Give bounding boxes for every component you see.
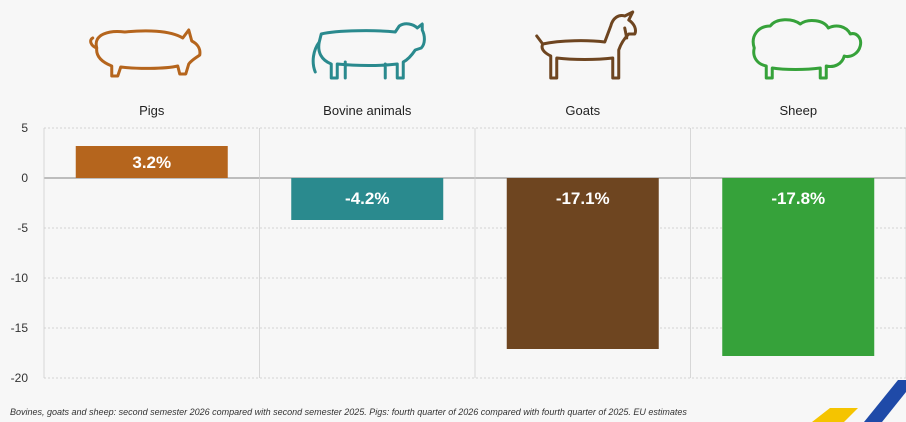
sheep-icon-outline [751,18,863,80]
y-tick-label: -15 [11,321,29,335]
goat-icon [535,10,637,80]
goat-icon-outline [535,10,637,80]
bar-sheep [722,178,875,356]
y-tick-label: -5 [17,221,28,235]
sheep-icon [751,18,863,80]
bar-goats [506,178,659,349]
y-tick-label: 5 [21,121,28,135]
corner-decoration [812,380,906,422]
category-label: Goats [565,103,600,118]
cow-icon-outline [311,22,426,80]
corner-blue-shape [864,380,906,422]
y-tick-label: -10 [11,271,29,285]
cow-icon [311,22,426,80]
y-tick-label: -20 [11,371,29,385]
category-labels: Pigs Bovine animals Goats Sheep [139,103,817,118]
data-label: 3.2% [132,153,171,172]
bars [75,146,875,356]
corner-yellow-shape [812,408,858,422]
bar-pigs [75,146,228,178]
category-label: Pigs [139,103,165,118]
data-label: -17.1% [556,189,610,208]
y-tick-label: 0 [21,171,28,185]
data-label: -4.2% [345,189,389,208]
category-label: Sheep [779,103,817,118]
icon-row [89,10,863,80]
footnote: Bovines, goats and sheep: second semeste… [10,407,687,417]
pig-icon-outline [89,28,202,78]
data-labels: 3.2% -4.2% -17.1% -17.8% [132,153,825,208]
category-label: Bovine animals [323,103,412,118]
pig-icon [89,28,202,78]
y-axis: 5 0 -5 -10 -15 -20 [11,121,29,385]
data-label: -17.8% [771,189,825,208]
bar-bovine-animals [291,178,444,220]
